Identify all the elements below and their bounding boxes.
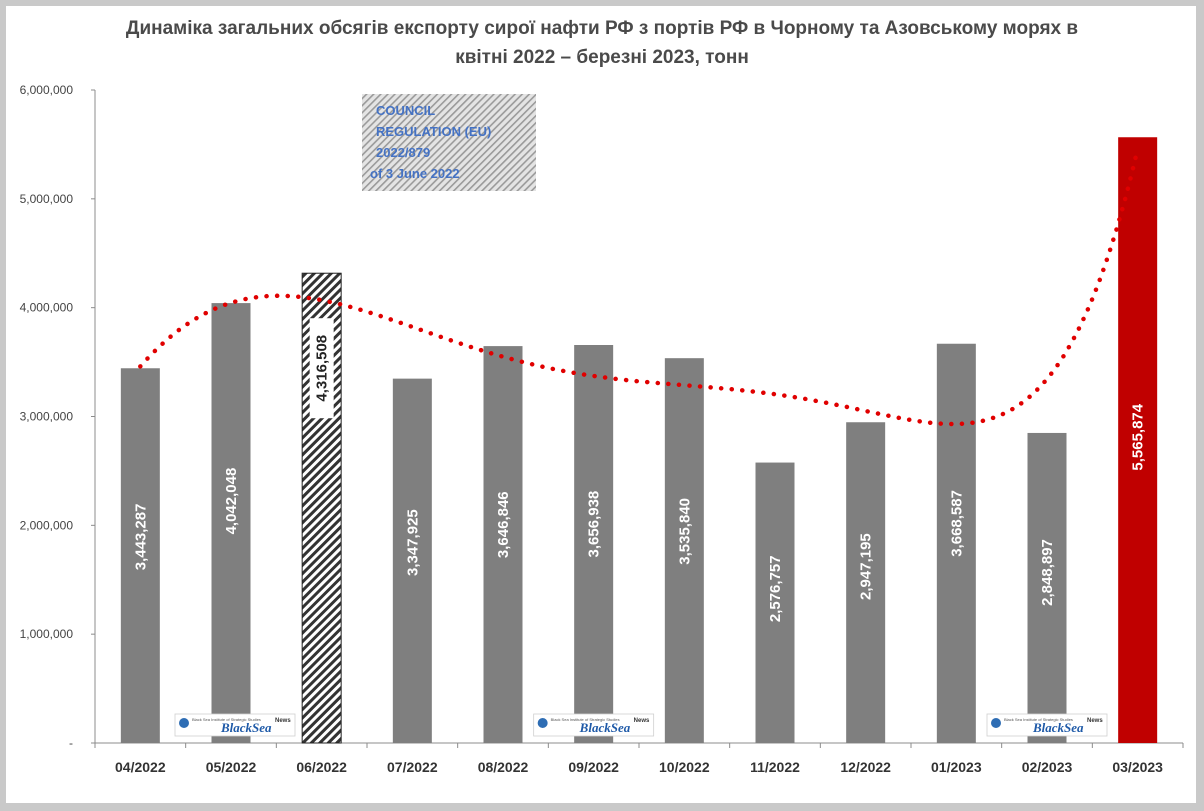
chart-title-line-2: квітні 2022 – березні 2023, тонн [455, 47, 749, 68]
chart-title: Динаміка загальних обсягів експорту сиро… [0, 14, 1204, 72]
data-label: 2,947,195 [858, 533, 875, 600]
bar [120, 368, 160, 743]
data-label: 2,576,757 [767, 555, 784, 622]
x-tick-label: 06/2022 [296, 759, 347, 775]
watermark-box [174, 713, 296, 737]
data-label: 3,347,925 [404, 509, 421, 576]
watermark-news-tag: News [634, 718, 650, 724]
x-tick-label: 12/2022 [840, 759, 891, 775]
watermark-text: BlackSea [579, 720, 631, 735]
y-tick-label: 6,000,000 [20, 83, 74, 97]
data-label: 4,316,508 [314, 335, 331, 402]
data-label: 3,443,287 [132, 504, 149, 571]
watermark-news-tag: News [1087, 718, 1103, 724]
bar [392, 378, 432, 743]
bar [483, 346, 523, 743]
globe-icon [179, 718, 189, 728]
trendline [138, 146, 1140, 427]
watermark-small-text: Black Sea Institute of Strategic Studies [551, 717, 620, 722]
chart-bars [120, 137, 1158, 744]
globe-icon [991, 718, 1001, 728]
data-label-background [309, 318, 334, 419]
bar [664, 358, 704, 743]
data-labels: 3,443,287 4,042,048 4,316,508 3,347,925 3,64… [132, 318, 1147, 622]
bar [1118, 137, 1158, 743]
bar [936, 343, 976, 743]
x-tick-label: 04/2022 [115, 759, 166, 775]
x-tick-label: 01/2023 [931, 759, 982, 775]
y-tick-label: 3,000,000 [20, 410, 74, 424]
x-tick-label: 10/2022 [659, 759, 710, 775]
bar [211, 303, 251, 743]
annotation-text: COUNCIL [376, 103, 435, 118]
bar [574, 345, 614, 743]
watermark-text: BlackSea [1032, 720, 1084, 735]
watermark-logo: Black Sea Institute of Strategic Studies… [174, 713, 296, 737]
data-label: 3,646,846 [495, 491, 512, 558]
x-tick-label: 05/2022 [206, 759, 257, 775]
regulation-annotation: COUNCIL REGULATION (EU) 2022/879 of 3 June … [362, 94, 536, 191]
annotation-text: REGULATION (EU) [376, 124, 491, 139]
data-label: 3,668,587 [948, 490, 965, 557]
x-tick-label: 11/2022 [750, 759, 800, 775]
watermark-box [533, 713, 655, 737]
watermark-box [986, 713, 1108, 737]
y-tick-label: 1,000,000 [20, 627, 74, 641]
x-tick-label: 03/2023 [1112, 759, 1163, 775]
y-tick-label: 5,000,000 [20, 192, 74, 206]
chart-title-line-1: Динаміка загальних обсягів експорту сиро… [125, 18, 1079, 39]
watermarks: Black Sea Institute of Strategic Studies… [174, 713, 1108, 737]
watermark-logo: Black Sea Institute of Strategic Studies… [986, 713, 1108, 737]
data-label: 5,565,874 [1130, 403, 1147, 470]
bar [755, 462, 795, 743]
watermark-logo: Black Sea Institute of Strategic Studies… [533, 713, 655, 737]
data-label: 4,042,048 [223, 468, 240, 535]
annotation-box [362, 94, 536, 191]
x-tick-label: 02/2023 [1022, 759, 1073, 775]
x-tick-label: 07/2022 [387, 759, 438, 775]
data-label: 2,848,897 [1039, 539, 1056, 606]
bar [846, 422, 886, 743]
y-tick-label: 4,000,000 [20, 301, 74, 315]
chart-axes: - 1,000,000 2,000,000 3,000,000 4,000,000 5,0… [20, 83, 1184, 775]
annotation-text: 2022/879 [376, 145, 430, 160]
watermark-text: BlackSea [220, 720, 272, 735]
annotation-text: of 3 June 2022 [370, 166, 460, 181]
data-label: 3,656,938 [586, 491, 603, 558]
bar [1027, 432, 1067, 743]
x-tick-label: 09/2022 [568, 759, 619, 775]
y-tick-label: - [69, 736, 73, 750]
globe-icon [537, 718, 548, 728]
watermark-news-tag: News [275, 718, 291, 724]
trendline-path [138, 146, 1140, 427]
data-label: 3,535,840 [676, 498, 693, 565]
watermark-small-text: Black Sea Institute of Strategic Studies [192, 717, 261, 722]
y-tick-label: 2,000,000 [20, 518, 74, 532]
watermark-small-text: Black Sea Institute of Strategic Studies [1004, 717, 1073, 722]
x-tick-label: 08/2022 [478, 759, 529, 775]
